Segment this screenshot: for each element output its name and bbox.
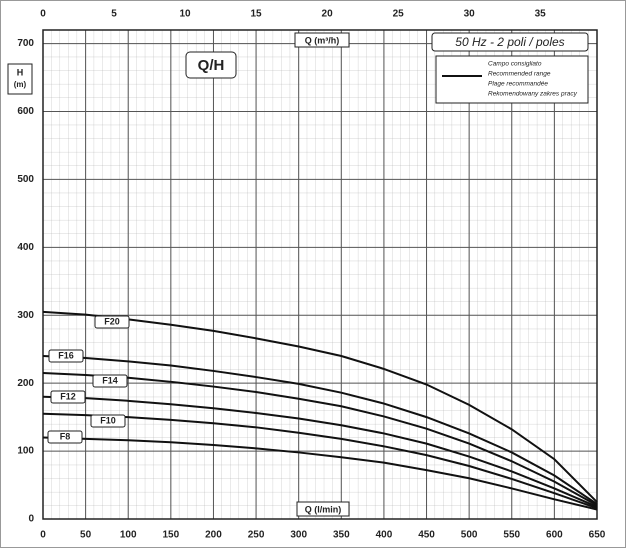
curve-label: F20 (104, 316, 120, 326)
x-tick-label: 250 (248, 530, 265, 541)
curve (42, 436, 598, 511)
x2-tick-label: 0 (40, 9, 46, 20)
y-tick-label: 0 (28, 514, 34, 525)
x-axis-label: Q (l/min) (305, 504, 342, 514)
chart-title: Q/H (198, 57, 225, 74)
x2-tick-label: 20 (322, 9, 334, 20)
y-tick-label: 400 (17, 242, 34, 253)
curve-label-box (94, 315, 130, 329)
y-label-box (7, 63, 33, 95)
plot-border (42, 29, 598, 520)
x2-tick-label: 5 (111, 9, 117, 20)
y-tick-label: 200 (17, 378, 34, 389)
x-tick-label: 50 (80, 530, 92, 541)
y-tick-label: 500 (17, 174, 34, 185)
x-tick-label: 150 (163, 530, 180, 541)
y-tick-label: 600 (17, 106, 34, 117)
subtitle: 50 Hz - 2 poli / poles (455, 35, 564, 49)
x2-tick-label: 10 (179, 9, 191, 20)
legend-text: Recommended range (488, 71, 551, 78)
curve (42, 310, 598, 503)
x-tick-label: 0 (40, 530, 46, 541)
curve-label-box (90, 414, 126, 428)
curve-label-box (48, 349, 84, 363)
legend-text: Rekomendowany zakres pracy (488, 91, 578, 98)
x-tick-label: 600 (546, 530, 563, 541)
x2-tick-label: 30 (464, 9, 476, 20)
y-tick-label: 100 (17, 446, 34, 457)
x-tick-label: 350 (333, 530, 350, 541)
x-tick-label: 200 (205, 530, 222, 541)
x-tick-label: 550 (503, 530, 520, 541)
x-tick-label: 300 (290, 530, 307, 541)
y-axis-unit: (m) (14, 80, 27, 89)
legend (435, 55, 589, 104)
x2-tick-label: 35 (535, 9, 547, 20)
curve-label: F16 (58, 350, 74, 360)
curve (42, 355, 598, 505)
x2-tick-label: 15 (251, 9, 263, 20)
y-axis-label: H (17, 67, 24, 77)
title-box (185, 51, 237, 79)
y-tick-label: 300 (17, 310, 34, 321)
curve-label: F8 (60, 431, 71, 441)
curve-label: F10 (100, 415, 116, 425)
legend-text: Plage recommandée (488, 81, 548, 88)
x2-axis-label: Q (m³/h) (305, 35, 340, 45)
curve (42, 412, 598, 510)
curve-label-box (50, 390, 86, 404)
x-label-box (296, 501, 350, 517)
legend-text: Campo consigliato (488, 61, 542, 68)
x-tick-label: 100 (120, 530, 137, 541)
curve (42, 395, 598, 508)
x-tick-label: 450 (418, 530, 435, 541)
x-tick-label: 400 (376, 530, 393, 541)
y-tick-label: 700 (17, 38, 34, 49)
curve-label: F12 (60, 391, 76, 401)
curve-label-box (47, 430, 83, 444)
curve-label-box (92, 374, 128, 388)
x2-tick-label: 25 (393, 9, 405, 20)
x2-label-box (294, 32, 350, 48)
curve-label: F14 (102, 375, 118, 385)
curve (42, 371, 598, 507)
subtitle-box (431, 32, 589, 52)
x-tick-label: 650 (589, 530, 606, 541)
x-tick-label: 500 (461, 530, 478, 541)
